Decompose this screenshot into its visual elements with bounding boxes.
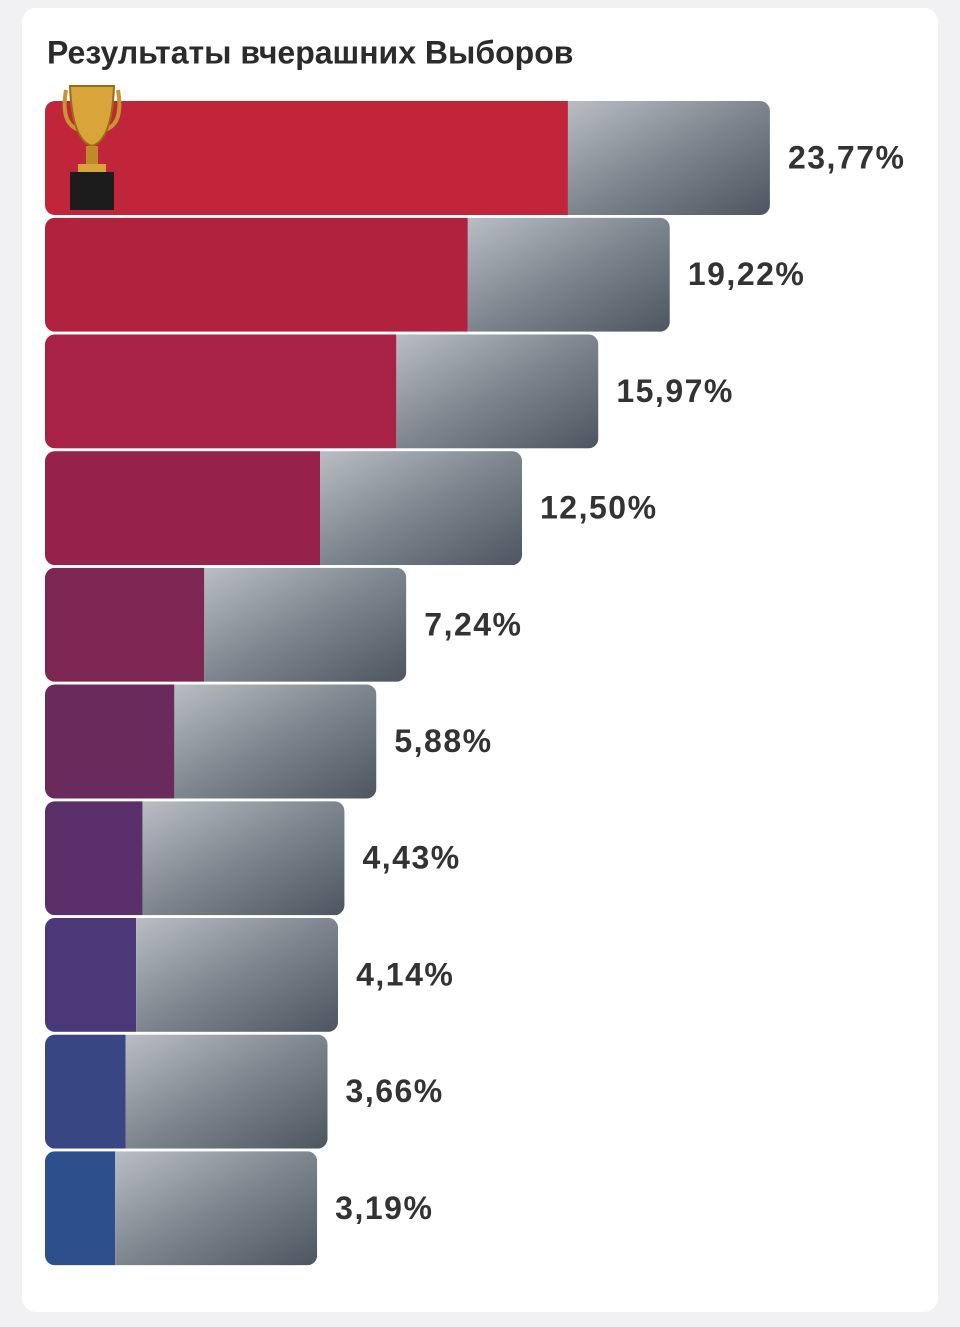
bar xyxy=(45,917,137,1032)
bar xyxy=(45,101,568,215)
bar xyxy=(45,217,468,332)
car-photo xyxy=(115,1151,318,1266)
bar-row xyxy=(45,217,670,332)
bar-row xyxy=(45,1034,328,1149)
car-photo xyxy=(467,217,670,332)
car-photo xyxy=(174,684,377,799)
value-label: 7,24% xyxy=(424,606,522,642)
chart-title: Результаты вчерашних Выборов xyxy=(47,34,573,70)
bar-row xyxy=(45,801,345,916)
value-label: 3,66% xyxy=(346,1073,444,1109)
bar xyxy=(45,1034,126,1149)
car-photo xyxy=(204,567,407,682)
car-photo xyxy=(125,1034,328,1149)
bar xyxy=(45,567,205,682)
car-photo xyxy=(142,801,345,916)
bar-row xyxy=(45,567,407,682)
value-label: 3,19% xyxy=(335,1190,433,1226)
bar xyxy=(45,1151,116,1266)
bar xyxy=(45,684,175,799)
bar xyxy=(45,334,397,449)
value-label: 23,77% xyxy=(788,139,906,175)
bar-row xyxy=(45,684,377,799)
bar xyxy=(45,451,320,566)
value-label: 4,43% xyxy=(362,840,460,876)
value-label: 15,97% xyxy=(616,373,734,409)
bar-row xyxy=(45,334,599,449)
bars: 23,77% 19,22% 15,97% 12,50% 7,24% 5,88% 4,43% 4… xyxy=(45,101,906,1266)
bar-row xyxy=(45,451,522,566)
car-photo xyxy=(136,917,339,1032)
trophy-icon xyxy=(62,85,122,210)
value-label: 5,88% xyxy=(394,723,492,759)
bar-row xyxy=(45,101,770,215)
car-photo xyxy=(567,101,770,215)
car-photo xyxy=(396,334,599,449)
value-label: 12,50% xyxy=(540,490,658,526)
bar xyxy=(45,801,143,916)
value-label: 4,14% xyxy=(356,956,454,992)
bar-row xyxy=(45,917,339,1032)
car-photo xyxy=(320,451,522,566)
value-label: 19,22% xyxy=(688,256,806,292)
bar-row xyxy=(45,1151,318,1266)
